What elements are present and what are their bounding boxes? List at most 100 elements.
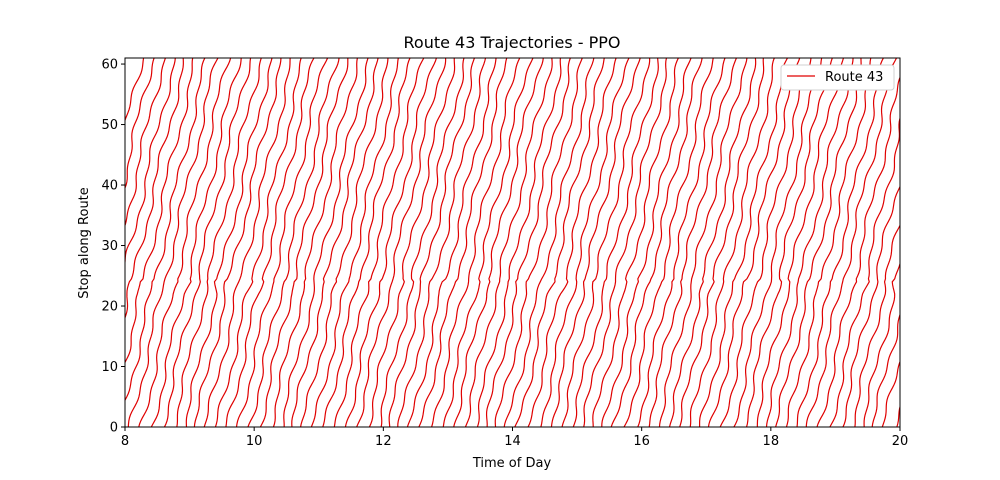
trip-trajectory-line <box>310 58 399 427</box>
trip-trajectory-line <box>863 261 900 427</box>
y-axis-label: Stop along Route <box>77 187 92 299</box>
trip-trajectory-line <box>775 58 862 427</box>
trip-trajectory-line <box>125 58 176 267</box>
x-tick-label: 18 <box>763 434 780 449</box>
trip-trajectory-line <box>476 58 562 427</box>
trip-trajectory-line <box>527 58 617 427</box>
trip-trajectory-line <box>765 58 854 427</box>
x-tick-label: 8 <box>121 434 129 449</box>
trip-trajectory-line <box>745 58 833 427</box>
trip-trajectory-line <box>881 360 900 427</box>
trip-trajectory-line <box>503 58 595 427</box>
trip-trajectory-line <box>805 58 898 427</box>
trip-trajectory-line <box>291 58 379 427</box>
trip-trajectory-line <box>322 58 411 427</box>
x-tick-label: 12 <box>375 434 392 449</box>
trip-trajectory-line <box>658 58 748 427</box>
trip-trajectory-line <box>733 58 823 427</box>
trip-trajectory-line <box>125 58 166 227</box>
trip-trajectory-line <box>138 58 232 427</box>
trip-trajectory-line <box>698 58 788 427</box>
trip-trajectory-line <box>601 58 692 427</box>
trip-trajectory-line <box>648 58 737 427</box>
trip-trajectory-line <box>679 58 765 427</box>
trip-trajectory-line <box>235 58 329 427</box>
trip-trajectory-line <box>719 58 812 427</box>
trip-trajectory-line <box>333 58 425 427</box>
trip-trajectory-line <box>214 58 302 427</box>
y-tick-label: 40 <box>101 179 118 194</box>
trip-trajectory-line <box>816 76 900 427</box>
trip-trajectory-line <box>406 58 497 427</box>
trip-trajectory-line <box>540 58 630 427</box>
trip-trajectory-line <box>388 58 476 427</box>
trip-trajectory-line <box>494 58 583 427</box>
y-tick-label: 60 <box>101 58 118 73</box>
y-tick-label: 10 <box>101 360 118 375</box>
y-tick-label: 0 <box>110 421 118 436</box>
trip-trajectory-line <box>368 58 456 427</box>
trip-trajectory-line <box>854 224 900 427</box>
trip-trajectory-line <box>623 58 714 427</box>
trip-trajectory-line <box>163 58 252 427</box>
legend-label-route-43: Route 43 <box>825 70 883 85</box>
chart-title: Route 43 Trajectories - PPO <box>404 33 621 52</box>
trip-trajectory-line <box>453 58 544 427</box>
trip-trajectory-line <box>871 312 900 427</box>
trip-trajectory-line <box>514 58 605 427</box>
y-tick-label: 20 <box>101 300 118 315</box>
trip-trajectory-line <box>637 58 726 427</box>
trip-trajectory-line <box>689 58 775 427</box>
x-tick-label: 20 <box>892 434 909 449</box>
trip-trajectory-line <box>125 58 155 190</box>
trip-trajectory-line <box>203 58 291 427</box>
trip-trajectory-line <box>756 58 845 427</box>
trip-trajectory-line <box>272 58 358 427</box>
trip-trajectory-line <box>785 58 872 427</box>
legend-box <box>780 64 895 91</box>
legend: Route 43 <box>780 64 895 91</box>
x-axis-label: Time of Day <box>472 456 552 471</box>
trip-trajectory-line <box>896 404 900 427</box>
x-tick-label: 10 <box>246 434 263 449</box>
trip-trajectory-line <box>193 58 282 427</box>
trip-trajectory-line <box>283 58 369 427</box>
x-tick-label: 16 <box>633 434 650 449</box>
trip-trajectory-line <box>796 58 884 427</box>
trip-trajectory-line <box>247 58 340 427</box>
trip-trajectory-line <box>583 58 668 427</box>
trip-trajectory-line <box>592 58 679 427</box>
y-axis: 0 10 20 30 40 50 60 <box>101 58 125 436</box>
trip-trajectory-line <box>561 58 651 427</box>
trip-trajectory-line <box>485 58 571 427</box>
trip-trajectory-line <box>380 58 465 427</box>
trip-trajectory-line <box>225 58 315 427</box>
x-axis: 8 10 12 14 16 18 20 <box>121 427 908 449</box>
trip-trajectory-line <box>344 58 437 427</box>
trip-trajectory-line <box>299 58 389 427</box>
trip-trajectory-line <box>572 58 659 427</box>
trip-trajectory-line <box>259 58 349 427</box>
trip-trajectory-line <box>356 58 447 427</box>
trip-trajectory-line <box>185 58 273 427</box>
series-lines <box>125 58 900 427</box>
y-tick-label: 50 <box>101 118 118 133</box>
y-tick-label: 30 <box>101 239 118 254</box>
x-tick-label: 14 <box>504 434 521 449</box>
trip-trajectory-line <box>125 58 194 364</box>
trip-trajectory-line <box>397 58 487 427</box>
trip-trajectory-line <box>842 185 900 427</box>
trip-trajectory-line <box>431 58 521 427</box>
trip-trajectory-line <box>550 58 641 427</box>
trip-trajectory-line <box>150 58 242 427</box>
trip-trajectory-line <box>668 58 757 427</box>
trip-trajectory-line <box>125 58 184 320</box>
trip-trajectory-line <box>464 58 553 427</box>
trip-trajectory-line <box>707 58 801 427</box>
trip-trajectory-line <box>442 58 534 427</box>
trip-trajectory-line <box>176 58 262 427</box>
trip-trajectory-line <box>610 58 703 427</box>
trip-trajectory-line <box>127 58 219 427</box>
trip-trajectory-line <box>125 58 206 402</box>
